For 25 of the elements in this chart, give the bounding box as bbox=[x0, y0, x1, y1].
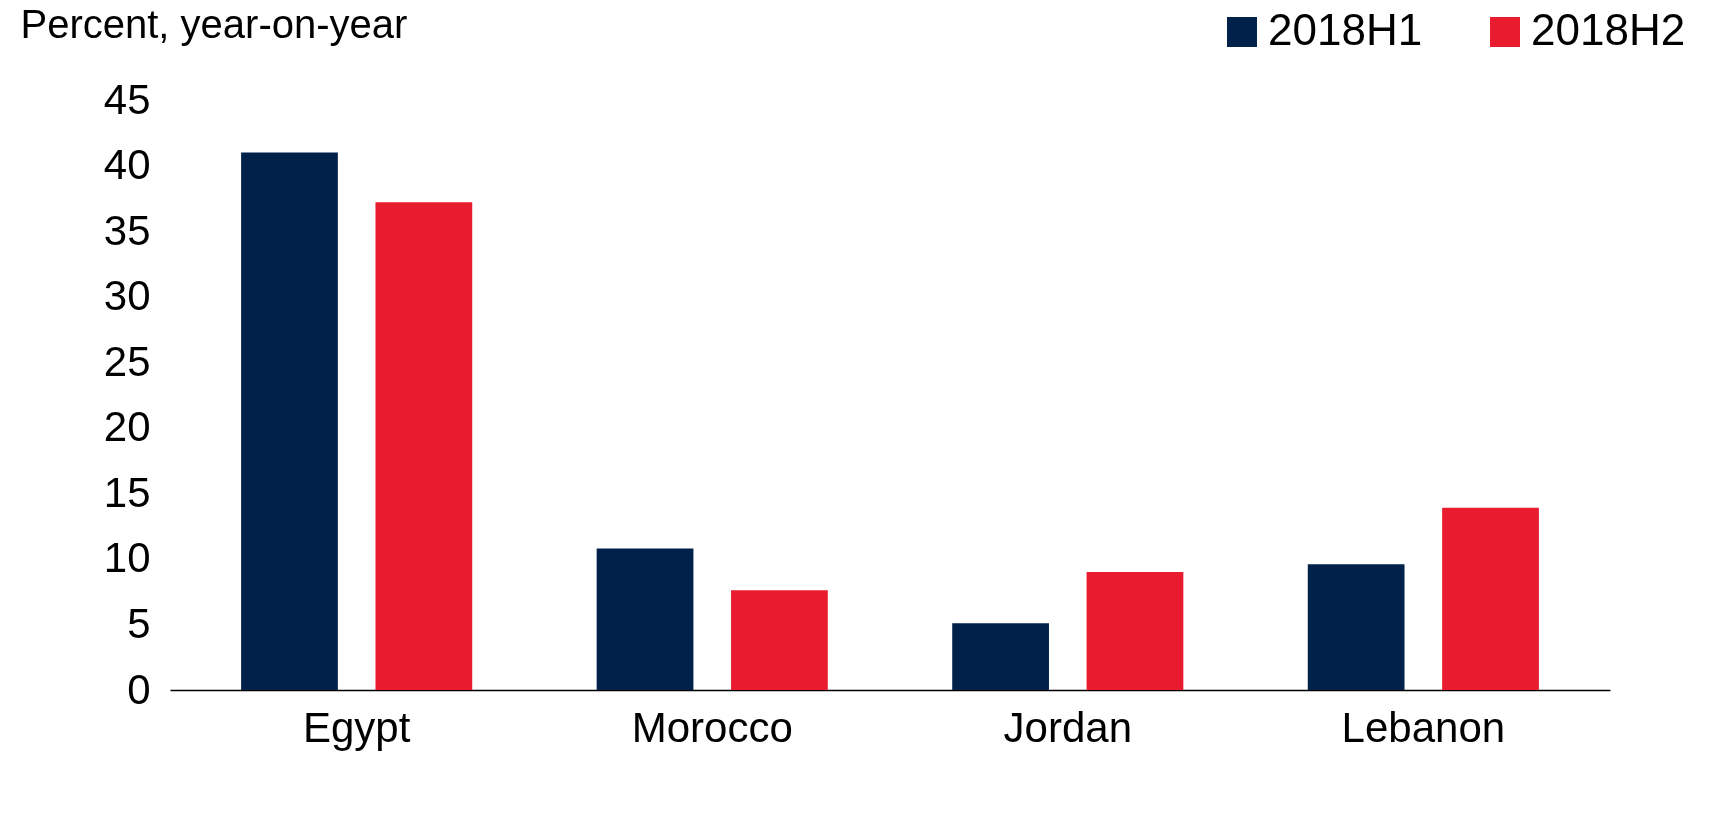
x-tick-label: Morocco bbox=[631, 703, 793, 751]
legend-label: 2018H1 bbox=[1268, 5, 1423, 54]
y-tick-label: 45 bbox=[103, 75, 151, 123]
y-tick-label: 30 bbox=[103, 272, 151, 320]
y-axis-title: Percent, year-on-year bbox=[20, 1, 408, 46]
bar bbox=[241, 152, 338, 690]
x-tick-label: Jordan bbox=[1003, 703, 1132, 751]
bar bbox=[1086, 572, 1184, 690]
bar bbox=[1442, 507, 1539, 690]
bar bbox=[596, 548, 694, 690]
legend-label: 2018H2 bbox=[1531, 5, 1686, 54]
y-tick-label: 15 bbox=[103, 468, 151, 516]
y-tick-label: 20 bbox=[103, 403, 151, 451]
y-tick-label: 5 bbox=[127, 599, 151, 647]
y-tick-label: 10 bbox=[103, 534, 151, 582]
bar bbox=[1307, 564, 1405, 690]
y-tick-label: 35 bbox=[103, 206, 151, 254]
bar bbox=[952, 623, 1049, 690]
x-tick-label: Lebanon bbox=[1341, 703, 1506, 751]
x-tick-label: Egypt bbox=[302, 703, 411, 751]
bar bbox=[731, 590, 828, 690]
y-tick-label: 40 bbox=[103, 141, 151, 189]
y-tick-label: 25 bbox=[103, 337, 151, 385]
y-tick-label: 0 bbox=[127, 665, 151, 713]
bar bbox=[375, 202, 473, 690]
